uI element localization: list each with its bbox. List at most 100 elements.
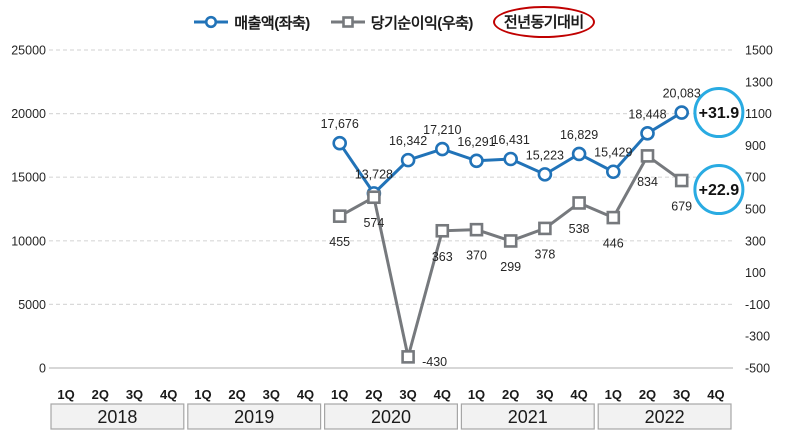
- revenue-data-label: 15,429: [594, 146, 632, 160]
- right-axis-tick-label: -500: [745, 362, 770, 376]
- profit-point-marker: [572, 196, 586, 210]
- revenue-point-marker: [674, 105, 690, 120]
- revenue-point-marker: [400, 152, 416, 168]
- revenue-point-marker: [640, 126, 655, 141]
- profit-point-marker: [640, 149, 655, 163]
- year-label: 2018: [97, 407, 137, 427]
- right-axis-tick-label: 100: [745, 266, 766, 280]
- right-axis-tick-label: 700: [745, 171, 766, 185]
- revenue-point-marker: [434, 141, 450, 157]
- x-axis-quarter-label: 4Q: [707, 387, 724, 402]
- profit-data-label: 834: [637, 175, 658, 189]
- left-axis-tick-label: 0: [39, 362, 46, 376]
- profit-point-marker: [401, 350, 415, 364]
- x-axis-quarter-label: 3Q: [399, 387, 416, 402]
- profit-data-label: 679: [671, 200, 692, 214]
- year-label: 2022: [645, 407, 685, 427]
- profit-point-marker: [435, 223, 450, 238]
- line-circle-marker-icon: [194, 15, 229, 29]
- revenue-data-label: 16,342: [389, 134, 427, 148]
- profit-data-label: -430: [422, 355, 447, 369]
- revenue-data-label: 13,728: [355, 167, 393, 181]
- revenue-point-marker: [332, 135, 348, 151]
- line-square-marker-icon: [330, 16, 365, 28]
- revenue-data-label: 17,210: [423, 123, 461, 137]
- x-axis-quarter-label: 2Q: [639, 387, 656, 402]
- x-axis-quarter-label: 3Q: [673, 387, 690, 402]
- revenue-data-label: 16,291: [457, 135, 495, 149]
- profit-point-marker: [367, 190, 381, 205]
- legend-item-profit: 당기순이익(우축): [330, 12, 473, 33]
- x-axis-quarter-label: 1Q: [57, 387, 74, 402]
- legend-label-revenue: 매출액(좌축): [234, 14, 310, 32]
- profit-data-label: 363: [432, 250, 453, 264]
- profit-line: [338, 153, 683, 358]
- profit-point-marker: [332, 209, 347, 223]
- profit-point-marker: [503, 234, 518, 248]
- revenue-data-label: 16,431: [492, 133, 530, 147]
- x-axis-quarter-label: 1Q: [605, 387, 622, 402]
- x-axis-quarter-label: 3Q: [126, 387, 143, 402]
- year-box: [187, 403, 322, 430]
- yoy-highlight-circle: [693, 87, 745, 139]
- revenue-data-label: 16,829: [560, 128, 598, 142]
- profit-data-label: 574: [363, 216, 384, 230]
- revenue-data-label: 20,083: [663, 87, 701, 101]
- legend-item-revenue: 매출액(좌축): [193, 12, 310, 33]
- left-axis-tick-label: 20000: [11, 107, 46, 121]
- year-label: 2021: [508, 407, 548, 427]
- year-box: [597, 403, 732, 430]
- x-axis-quarter-label: 1Q: [331, 387, 348, 402]
- right-axis-tick-label: 500: [745, 203, 766, 217]
- x-axis-quarter-label: 1Q: [468, 387, 485, 402]
- profit-data-label: 455: [329, 235, 350, 249]
- x-axis-quarter-label: 2Q: [502, 387, 519, 402]
- profit-data-label: 370: [466, 249, 487, 263]
- legend-item-yoy: 전년동기대비: [492, 6, 595, 38]
- right-axis-tick-label: 1500: [745, 44, 773, 58]
- x-axis-quarter-label: 4Q: [434, 387, 451, 402]
- revenue-data-label: 17,676: [321, 117, 359, 131]
- left-axis-tick-label: 25000: [11, 44, 46, 58]
- x-axis-quarter-label: 3Q: [536, 387, 553, 402]
- right-axis-tick-label: 1300: [745, 75, 773, 89]
- profit-data-label: 446: [603, 237, 624, 251]
- yoy-highlight-value: +22.9: [699, 182, 740, 199]
- revenue-point-marker: [571, 146, 587, 162]
- x-axis-quarter-label: 4Q: [570, 387, 587, 402]
- year-box: [324, 403, 459, 430]
- profit-point-marker: [538, 221, 552, 236]
- left-axis-tick-label: 5000: [18, 298, 46, 312]
- profit-data-label: 299: [500, 260, 521, 274]
- profit-data-label: 538: [569, 222, 590, 236]
- revenue-point-marker: [605, 164, 621, 180]
- x-axis-quarter-label: 4Q: [160, 387, 177, 402]
- year-box: [460, 403, 595, 430]
- right-axis-tick-label: -100: [745, 298, 770, 312]
- legend-label-profit: 당기순이익(우축): [370, 14, 474, 32]
- revenue-point-marker: [503, 151, 519, 167]
- revenue-point-marker: [537, 167, 553, 182]
- year-label: 2019: [234, 407, 274, 427]
- x-axis-quarter-label: 2Q: [365, 387, 382, 402]
- yoy-highlight-circle: [693, 164, 745, 216]
- right-axis-tick-label: 1100: [745, 107, 772, 121]
- revenue-data-label: 18,448: [628, 107, 666, 121]
- year-box: [50, 403, 185, 430]
- right-axis-tick-label: -300: [745, 330, 770, 344]
- right-axis-tick-label: 300: [745, 234, 766, 248]
- chart-legend: 매출액(좌축) 당기순이익(우축) 전년동기대비: [0, 6, 788, 38]
- year-label: 2020: [371, 407, 411, 427]
- x-axis-quarter-label: 4Q: [297, 387, 314, 402]
- profit-point-marker: [674, 173, 689, 188]
- x-axis-quarter-label: 2Q: [228, 387, 245, 402]
- x-axis-quarter-label: 2Q: [92, 387, 109, 402]
- yoy-annotation: 전년동기대비: [492, 6, 595, 38]
- left-axis-tick-label: 10000: [11, 234, 46, 248]
- revenue-data-label: 15,223: [526, 148, 564, 162]
- x-axis-quarter-label: 1Q: [194, 387, 211, 402]
- right-axis-tick-label: 900: [745, 139, 766, 153]
- yoy-highlight-value: +31.9: [699, 105, 740, 122]
